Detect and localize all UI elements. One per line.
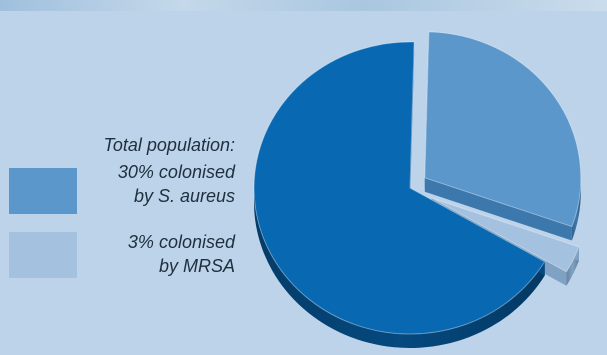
pie-slice-remainder xyxy=(253,41,546,335)
pie-slice-s-aureus xyxy=(424,31,582,228)
pie-slice-mrsa xyxy=(431,197,580,273)
legend-swatch-mrsa xyxy=(9,232,77,278)
legend-label-mrsa-line-1: 3% colonised xyxy=(127,232,235,252)
legend-label-s-aureus-line-2: by S. aureus xyxy=(133,186,235,206)
legend-label-mrsa: 3% colonised by MRSA xyxy=(128,230,235,278)
legend-label-s-aureus-line-1: 30% colonised xyxy=(117,162,235,182)
top-banner-strip xyxy=(0,0,607,11)
pie-tops xyxy=(253,31,582,335)
legend-swatch-s-aureus xyxy=(9,168,77,214)
legend-label-mrsa-line-2: by MRSA xyxy=(158,256,235,276)
legend-title: Total population: xyxy=(103,135,235,155)
legend-label-s-aureus: 30% colonised by S. aureus xyxy=(118,160,235,208)
